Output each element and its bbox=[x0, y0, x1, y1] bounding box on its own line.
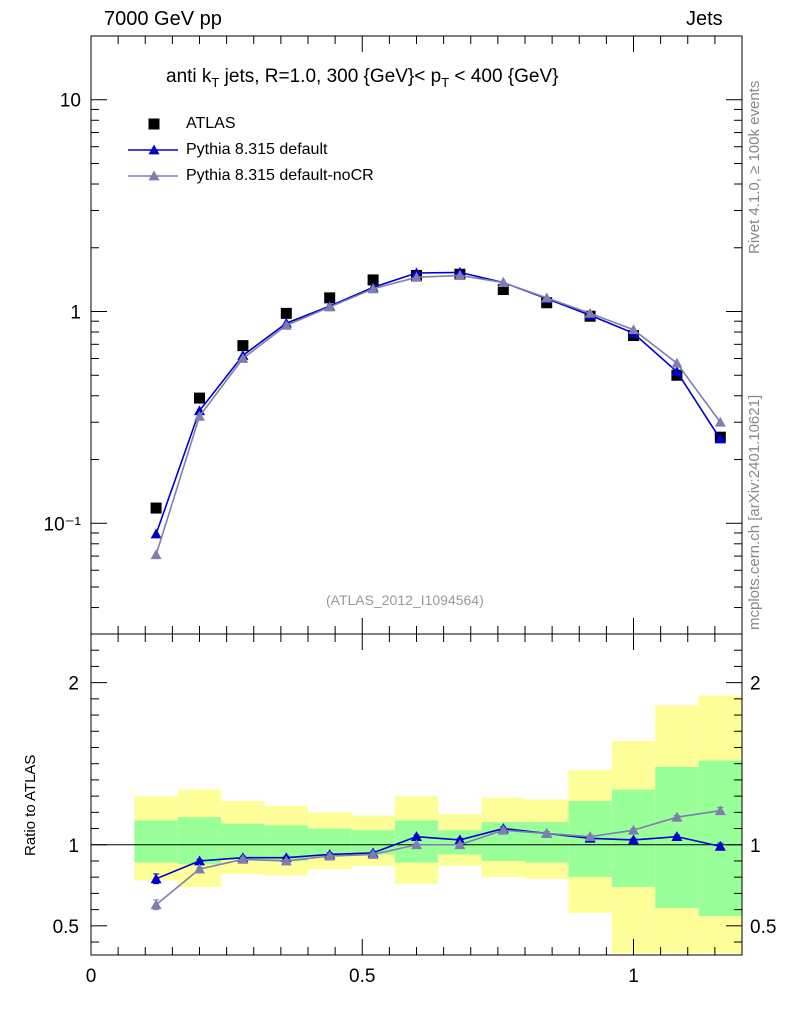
nocr-mc-point bbox=[497, 277, 509, 287]
atlas-data-point bbox=[150, 502, 162, 514]
legend-marker-triangle bbox=[148, 170, 160, 181]
nocr-ratio-point bbox=[367, 848, 379, 859]
nocr-mc-point bbox=[237, 352, 249, 363]
nocr-mc-point bbox=[714, 416, 726, 427]
main-y-tick-label: 10 bbox=[60, 91, 81, 112]
title-prefix-sub: T bbox=[211, 74, 220, 90]
title-prefix: anti k bbox=[166, 66, 212, 87]
nocr-ratio-point bbox=[671, 811, 683, 822]
main-panel-frame bbox=[90, 35, 743, 635]
analysis-id: (ATLAS_2012_I1094564) bbox=[326, 592, 484, 608]
main-series-line bbox=[155, 274, 721, 556]
default-ratio-point bbox=[671, 831, 683, 842]
title-middle: jets, R=1.0, 300 {GeV}< p bbox=[219, 66, 442, 87]
nocr-mc-point bbox=[454, 269, 466, 280]
nocr-ratio-point bbox=[584, 831, 596, 842]
atlas-data-point bbox=[194, 392, 205, 404]
atlas-data-point bbox=[324, 292, 336, 304]
legend-marker-triangle bbox=[148, 144, 160, 155]
default-mc-point bbox=[714, 433, 726, 444]
main-y-tick-label: 1 bbox=[70, 303, 81, 324]
legend-marker-atlas bbox=[148, 118, 160, 130]
ratio-y-tick-label: 0.5 bbox=[53, 917, 79, 938]
nocr-mc-point bbox=[280, 319, 292, 330]
nocr-ratio-point bbox=[194, 863, 205, 874]
nocr-mc-point bbox=[194, 410, 205, 421]
title-suffix: < 400 {GeV} bbox=[449, 66, 559, 87]
ratio-y-tick-label: 1 bbox=[68, 836, 79, 857]
nocr-ratio-point bbox=[714, 805, 726, 816]
nocr-mc-point bbox=[411, 271, 422, 282]
uncertainty-band-green bbox=[698, 760, 742, 917]
nocr-mc-point bbox=[150, 549, 162, 560]
nocr-mc-point bbox=[367, 283, 379, 294]
default-ratio-point bbox=[714, 840, 726, 851]
nocr-mc-point bbox=[671, 357, 683, 368]
ratio-y-tick-label: 2 bbox=[68, 674, 79, 695]
default-ratio-point bbox=[411, 831, 422, 842]
nocr-ratio-point bbox=[150, 899, 162, 910]
legend-label-nocr: Pythia 8.315 default-noCR bbox=[186, 167, 374, 184]
nocr-ratio-point bbox=[411, 839, 422, 850]
legend-label-atlas: ATLAS bbox=[186, 115, 236, 132]
ratio-x-tick-label: 0.5 bbox=[349, 966, 375, 987]
atlas-data-point bbox=[237, 340, 249, 352]
default-mc-point bbox=[150, 528, 162, 539]
nocr-ratio-point bbox=[280, 855, 292, 866]
ratio-series-line bbox=[155, 809, 721, 906]
ratio-y-tick-label-right: 2 bbox=[750, 674, 761, 695]
header-left: 7000 GeV pp bbox=[104, 8, 222, 30]
ratio-series-line bbox=[155, 827, 721, 880]
title-middle-sub: T bbox=[441, 74, 450, 90]
default-mc-point bbox=[671, 366, 683, 377]
main-y-tick-label: 10⁻¹ bbox=[44, 514, 82, 535]
default-ratio-point bbox=[628, 834, 639, 845]
main-series-line bbox=[155, 271, 721, 535]
nocr-ratio-point bbox=[324, 850, 336, 861]
ratio-x-tick-label: 0 bbox=[86, 966, 97, 987]
default-ratio-point bbox=[194, 855, 205, 866]
nocr-ratio-point bbox=[541, 827, 553, 838]
uncertainty-band-green bbox=[134, 820, 178, 863]
nocr-ratio-point bbox=[237, 853, 249, 864]
ratio-y-tick-label-right: 1 bbox=[750, 836, 761, 857]
atlas-data-point bbox=[367, 274, 379, 286]
nocr-mc-point bbox=[324, 301, 336, 312]
nocr-ratio-point bbox=[497, 824, 509, 835]
plot-title: anti kT jets, R=1.0, 300 {GeV}< pT < 400… bbox=[166, 66, 559, 90]
nocr-ratio-point bbox=[628, 824, 639, 835]
default-ratio-point bbox=[150, 873, 162, 884]
nocr-mc-point bbox=[584, 307, 596, 318]
nocr-mc-point bbox=[628, 324, 639, 335]
atlas-data-point bbox=[497, 284, 509, 296]
atlas-data-point bbox=[280, 307, 292, 319]
header-right: Jets bbox=[686, 8, 723, 30]
legend-label-default: Pythia 8.315 default bbox=[186, 141, 328, 158]
nocr-mc-point bbox=[541, 292, 553, 303]
nocr-ratio-point bbox=[454, 839, 466, 850]
ratio-y-tick-label-right: 0.5 bbox=[750, 917, 776, 938]
ratio-x-tick-label: 1 bbox=[628, 966, 639, 987]
